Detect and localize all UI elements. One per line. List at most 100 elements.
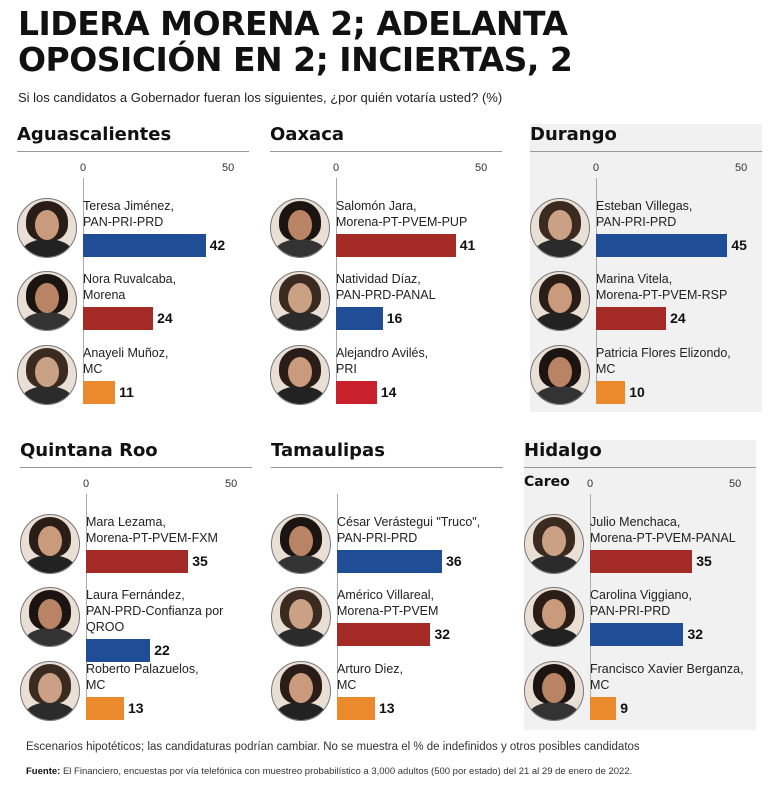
- candidate-name: Marina Vitela,: [596, 272, 673, 286]
- bar-value-label: 16: [386, 310, 403, 326]
- bar-value-label: 35: [696, 553, 712, 569]
- candidate-row: Salomón Jara, Morena-PT-PVEM-PUP 41: [270, 198, 502, 268]
- candidate-photo: [20, 587, 80, 647]
- candidate-row: Nora Ruvalcaba, Morena 24: [17, 271, 249, 341]
- candidate-party: MC: [83, 362, 103, 376]
- candidate-name: Teresa Jiménez,: [83, 199, 175, 213]
- candidate-name: Américo Villareal,: [337, 588, 435, 602]
- footnote: Escenarios hipotéticos; las candidaturas…: [26, 741, 640, 753]
- axis-tick-max: 50: [729, 478, 742, 490]
- candidate-label: Esteban Villegas, PAN-PRI-PRD: [596, 198, 692, 230]
- candidate-party: PRI: [336, 362, 357, 376]
- axis-line: [336, 178, 337, 402]
- candidate-photo: [17, 198, 77, 258]
- candidate-row: Francisco Xavier Berganza, MC 9: [524, 661, 756, 731]
- candidate-row: Alejandro Avilés, PRI 14: [270, 345, 502, 415]
- photo-face: [548, 357, 572, 387]
- chart-panel-5: Hidalgo Careo 0 50 Julio Menchaca, Morena-PT-…: [524, 440, 756, 730]
- bar-value-label: 10: [629, 384, 645, 400]
- state-title: Oaxaca: [270, 124, 345, 145]
- photo-face: [38, 599, 62, 629]
- photo-face: [542, 526, 566, 556]
- photo-face: [542, 673, 566, 703]
- title-rule: [270, 151, 502, 152]
- candidate-party: Morena-PT-PVEM-PUP: [336, 215, 468, 229]
- candidate-name: Laura Fernández,: [86, 588, 185, 602]
- state-title: Quintana Roo: [20, 440, 158, 461]
- photo-shoulders: [535, 386, 585, 404]
- photo-face: [542, 599, 566, 629]
- photo-shoulders: [22, 386, 72, 404]
- candidate-photo: [20, 661, 80, 721]
- bar-mark: [336, 234, 456, 257]
- candidate-party: MC: [337, 678, 357, 692]
- candidate-name: Nora Ruvalcaba,: [83, 272, 177, 286]
- photo-face: [548, 283, 572, 313]
- title-rule: [17, 151, 249, 152]
- photo-shoulders: [276, 702, 326, 720]
- photo-face: [38, 673, 62, 703]
- candidate-label: Roberto Palazuelos, MC: [86, 661, 199, 693]
- candidate-name: Patricia Flores Elizondo,: [596, 346, 731, 360]
- axis-tick-max: 50: [735, 162, 748, 174]
- candidate-party: Morena-PT-PVEM-RSP: [596, 288, 728, 302]
- candidate-label: Américo Villareal, Morena-PT-PVEM: [337, 587, 438, 619]
- candidate-label: Salomón Jara, Morena-PT-PVEM-PUP: [336, 198, 467, 230]
- candidate-photo: [271, 587, 331, 647]
- bar-mark: [336, 381, 377, 404]
- candidate-label: Patricia Flores Elizondo, MC: [596, 345, 731, 377]
- candidate-row: Esteban Villegas, PAN-PRI-PRD 45: [530, 198, 762, 268]
- candidate-row: Natividad Díaz, PAN-PRD-PANAL 16: [270, 271, 502, 341]
- candidate-name: Francisco Xavier Berganza,: [590, 662, 744, 676]
- candidate-party: PAN-PRD-PANAL: [336, 288, 436, 302]
- candidate-label: Francisco Xavier Berganza, MC: [590, 661, 744, 693]
- axis-tick-min: 0: [80, 162, 87, 174]
- photo-shoulders: [529, 702, 579, 720]
- axis-tick-min: 0: [83, 478, 90, 490]
- photo-shoulders: [22, 312, 72, 330]
- photo-face: [38, 526, 62, 556]
- bar-mark: [596, 307, 667, 330]
- title-rule: [524, 467, 756, 468]
- candidate-name: Esteban Villegas,: [596, 199, 693, 213]
- candidate-name: Arturo Diez,: [337, 662, 403, 676]
- candidate-name: Natividad Díaz,: [336, 272, 421, 286]
- candidate-row: Américo Villareal, Morena-PT-PVEM 32: [271, 587, 503, 657]
- candidate-party: Morena-PT-PVEM-PANAL: [590, 531, 736, 545]
- candidate-photo: [524, 514, 584, 574]
- candidate-photo: [270, 345, 330, 405]
- photo-face: [289, 599, 313, 629]
- bar-mark: [596, 234, 728, 257]
- bar-value-label: 9: [620, 700, 629, 716]
- bar-value-label: 24: [157, 310, 173, 326]
- photo-shoulders: [25, 555, 75, 573]
- candidate-photo: [271, 514, 331, 574]
- candidate-row: Laura Fernández, PAN-PRD-Confianza por QRO…: [20, 587, 252, 662]
- photo-shoulders: [275, 386, 325, 404]
- bar-value-label: 36: [446, 553, 462, 569]
- photo-shoulders: [529, 555, 579, 573]
- bar-value-label: 22: [154, 642, 170, 658]
- bar-mark: [83, 307, 154, 330]
- candidate-photo: [530, 345, 590, 405]
- candidate-photo: [17, 271, 77, 331]
- axis-line: [337, 494, 338, 720]
- bar-mark: [86, 550, 189, 573]
- chart-panel-2: Durango 0 50 Esteban Villegas, PAN-PRI-PRD 45…: [530, 124, 762, 412]
- bar-mark: [596, 381, 626, 404]
- candidate-row: Julio Menchaca, Morena-PT-PVEM-PANAL 35: [524, 514, 756, 584]
- candidate-row: Teresa Jiménez, PAN-PRI-PRD 42: [17, 198, 249, 268]
- candidate-name: Julio Menchaca,: [590, 515, 681, 529]
- candidate-row: Roberto Palazuelos, MC 13: [20, 661, 252, 731]
- photo-shoulders: [529, 628, 579, 646]
- axis-tick-max: 50: [225, 478, 238, 490]
- state-title: Aguascalientes: [17, 124, 172, 145]
- photo-shoulders: [275, 239, 325, 257]
- photo-shoulders: [535, 239, 585, 257]
- candidate-label: Natividad Díaz, PAN-PRD-PANAL: [336, 271, 436, 303]
- photo-shoulders: [276, 555, 326, 573]
- candidate-name: Mara Lezama,: [86, 515, 166, 529]
- candidate-label: Julio Menchaca, Morena-PT-PVEM-PANAL: [590, 514, 736, 546]
- photo-face: [288, 283, 312, 313]
- bar-value-label: 35: [192, 553, 208, 569]
